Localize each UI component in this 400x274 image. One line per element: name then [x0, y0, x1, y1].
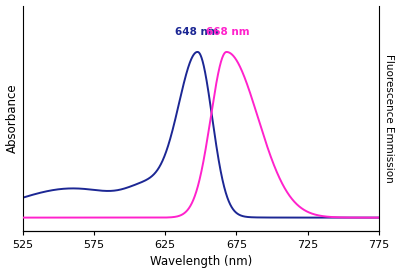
Text: 668 nm: 668 nm: [206, 27, 250, 37]
Y-axis label: Fluorescence Emmission: Fluorescence Emmission: [384, 54, 394, 182]
Y-axis label: Absorbance: Absorbance: [6, 83, 18, 153]
X-axis label: Wavelength (nm): Wavelength (nm): [150, 255, 252, 269]
Text: 648 nm: 648 nm: [175, 27, 218, 37]
